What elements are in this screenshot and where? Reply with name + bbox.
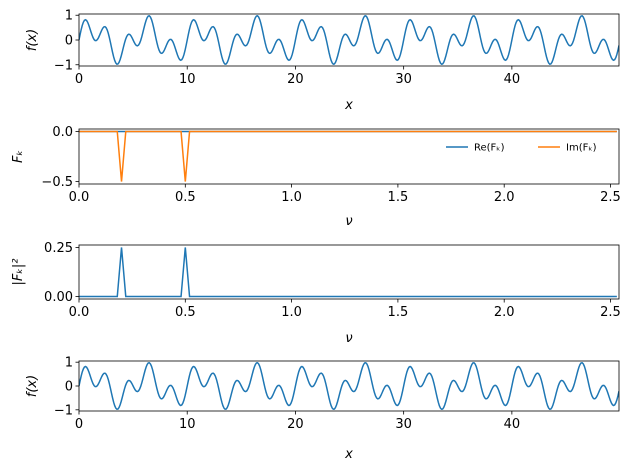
y-tick-label: 0 — [65, 380, 73, 395]
y-axis-label: f(x) — [25, 29, 40, 51]
legend: Re(Fₖ) Im(Fₖ) — [446, 143, 597, 154]
y-tick-label: 1 — [65, 9, 73, 24]
x-tick-label: 20 — [287, 417, 304, 432]
x-tick-label: 30 — [395, 72, 412, 87]
x-tick-label: 10 — [179, 417, 196, 432]
x-tick-label: 40 — [504, 72, 521, 87]
x-tick-label: 2.0 — [494, 190, 515, 205]
y-tick-label: −1 — [54, 403, 73, 418]
series-line-2 — [79, 130, 617, 182]
x-tick-label: 1.5 — [388, 190, 409, 205]
y-axis-label: |Fₖ|² — [11, 259, 26, 286]
x-tick-label: 0 — [75, 72, 83, 87]
x-axis-label: x — [344, 447, 353, 462]
legend-entry: Re(Fₖ) — [474, 143, 505, 154]
x-axis-label: ν — [345, 214, 352, 229]
axes-frame — [78, 128, 620, 185]
x-tick-label: 1.0 — [281, 305, 302, 320]
x-tick-label: 0.5 — [175, 305, 196, 320]
x-tick-label: 0.0 — [69, 190, 90, 205]
x-tick-label: 1.0 — [281, 190, 302, 205]
x-tick-label: 20 — [287, 72, 304, 87]
y-tick-label: 0 — [65, 34, 73, 49]
y-tick-label: 0.00 — [44, 290, 73, 305]
y-tick-label: −1 — [54, 58, 73, 73]
x-tick-label: 1.5 — [388, 305, 409, 320]
y-tick-label: −0.5 — [41, 175, 73, 190]
x-tick-label: 2.5 — [600, 305, 621, 320]
legend-entry: Im(Fₖ) — [566, 143, 597, 154]
x-tick-label: 0 — [75, 417, 83, 432]
x-tick-label: 2.5 — [600, 190, 621, 205]
x-tick-label: 0.5 — [175, 190, 196, 205]
x-axis-label: ν — [345, 331, 352, 346]
y-tick-label: 0.0 — [52, 125, 73, 140]
y-tick-label: 0.25 — [44, 241, 73, 256]
x-tick-label: 30 — [395, 417, 412, 432]
x-tick-label: 10 — [179, 72, 196, 87]
x-tick-label: 2.0 — [494, 305, 515, 320]
x-tick-label: 0.0 — [69, 305, 90, 320]
x-axis-label: x — [344, 98, 353, 113]
series-line-1 — [79, 247, 617, 298]
y-axis-label: f(x) — [25, 375, 40, 397]
series-line-1 — [79, 361, 619, 411]
axes-3: 0.0 0.5 1.0 1.5 2.0 2.5 0.25 0.00 ν |Fₖ|² — [11, 241, 621, 346]
axes-frame — [78, 244, 620, 300]
series-line-1 — [79, 15, 619, 65]
y-axis-label: Fₖ — [11, 150, 26, 163]
x-tick-label: 40 — [504, 417, 521, 432]
y-tick-label: 1 — [65, 356, 73, 371]
